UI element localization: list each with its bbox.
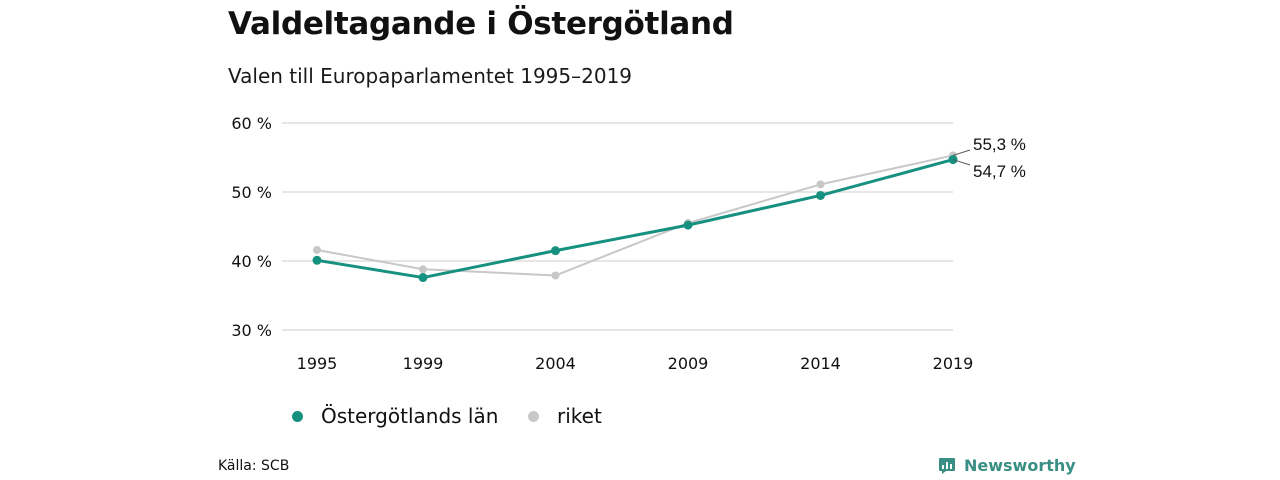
x-tick-label: 1999 [403, 354, 444, 373]
series-line-ostergotland [316, 158, 954, 280]
newsworthy-logo: Newsworthy [938, 456, 1076, 475]
legend-item-ostergotland: Östergötlands län [292, 404, 498, 428]
legend-marker-riket [528, 410, 539, 422]
data-point-ostergotland [418, 273, 428, 283]
data-point-ostergotland [816, 190, 825, 200]
data-point-riket [313, 245, 321, 254]
chart-title: Valdeltagande i Östergötland [228, 6, 734, 42]
x-tick-label: 2019 [933, 354, 974, 373]
chart-subtitle: Valen till Europaparlamentet 1995–2019 [228, 64, 633, 88]
series-line-riket [316, 154, 954, 277]
legend-label-ostergotland: Östergötlands län [321, 404, 499, 428]
y-tick-label: 30 % [231, 321, 272, 340]
source-note: Källa: SCB [218, 458, 290, 474]
x-tick-label: 2014 [800, 354, 841, 373]
x-tick-label: 2009 [668, 354, 709, 373]
x-tick-label: 2004 [535, 354, 576, 373]
end-label-ostergotland: 54,7 % [973, 162, 1026, 181]
end-label-leader-ostergotland [952, 159, 971, 166]
newsworthy-logo-icon [939, 457, 955, 474]
data-point-ostergotland [683, 220, 693, 230]
y-tick-label: 50 % [231, 183, 272, 202]
legend-marker-ostergotland [292, 410, 303, 422]
legend-item-riket: riket [528, 404, 602, 428]
data-point-riket [816, 180, 825, 189]
data-point-riket [419, 265, 427, 274]
end-label-leader-riket [952, 149, 971, 156]
line-chart: 30 % 40 % 50 % 60 % 1995 1999 2004 2009 2014 2019… [231, 114, 1026, 373]
data-point-riket [551, 271, 560, 280]
end-label-riket: 55,3 % [973, 135, 1026, 154]
data-point-ostergotland [312, 255, 322, 265]
x-tick-label: 1995 [297, 354, 338, 373]
brand-name: Newsworthy [964, 456, 1076, 475]
y-tick-label: 40 % [231, 252, 272, 271]
y-tick-label: 60 % [231, 114, 272, 133]
legend-label-riket: riket [557, 404, 602, 428]
data-point-ostergotland [551, 246, 560, 256]
legend: Östergötlands län riket [0, 404, 1280, 434]
